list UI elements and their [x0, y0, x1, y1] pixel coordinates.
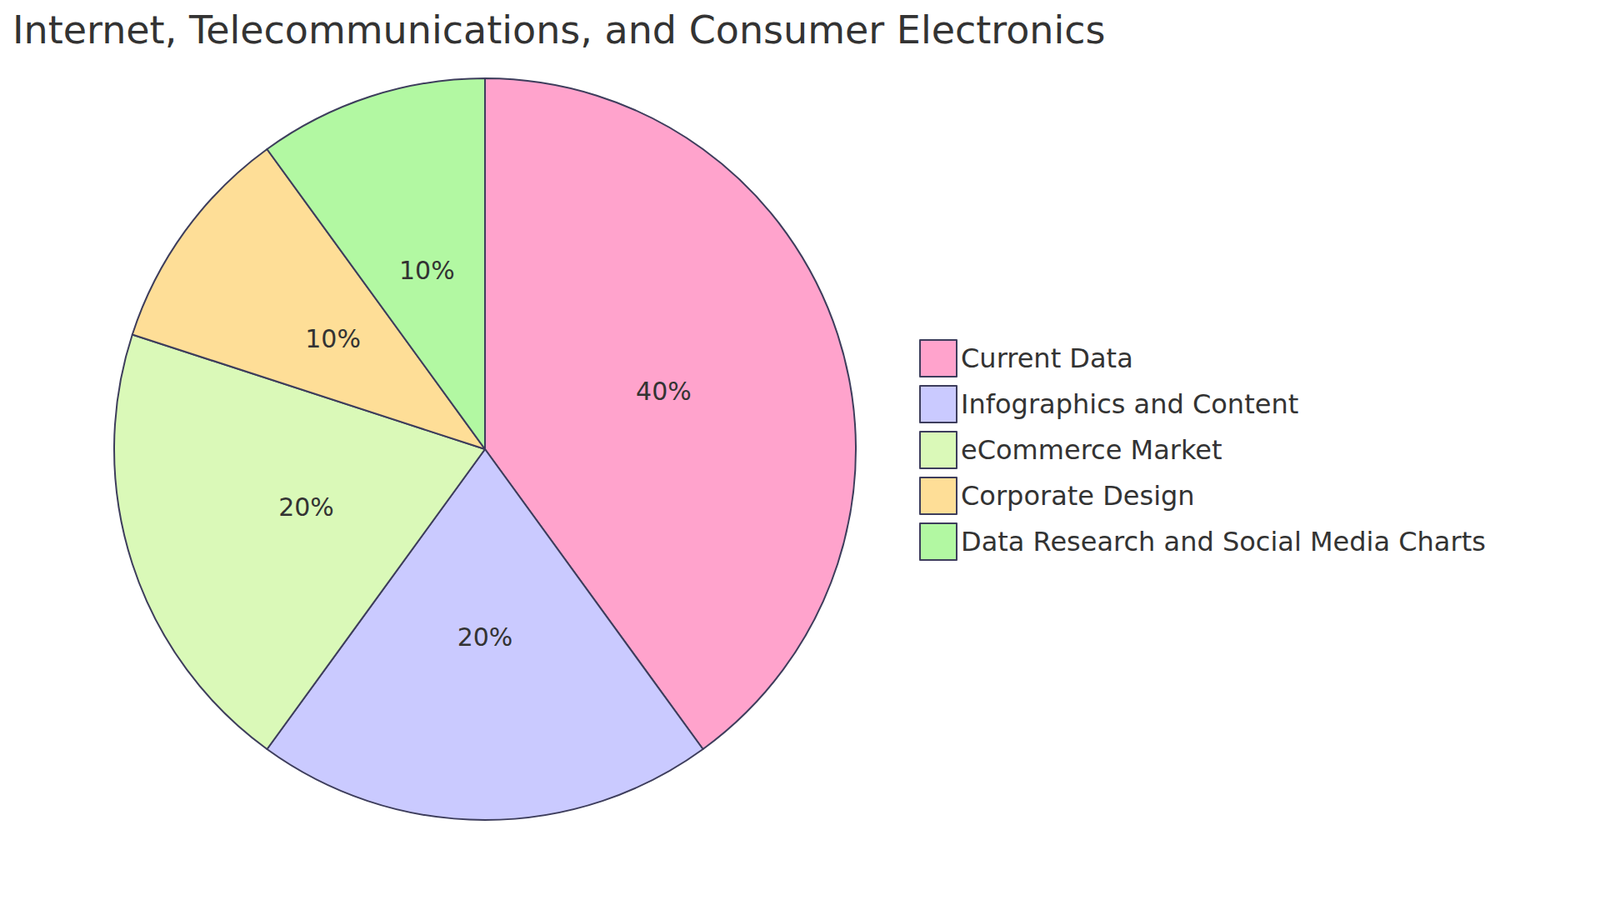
svg-text:Data Research and Social Media: Data Research and Social Media Charts [960, 525, 1486, 558]
svg-text:Current Data: Current Data [960, 342, 1134, 375]
svg-text:Internet, Telecommunications,: Internet, Telecommunications, and Consum… [12, 7, 1106, 53]
svg-text:Infographics and Content: Infographics and Content [960, 388, 1299, 420]
svg-text:40%: 40% [635, 376, 692, 406]
svg-text:10%: 10% [305, 324, 361, 354]
svg-text:20%: 20% [457, 622, 514, 652]
svg-text:Corporate Design: Corporate Design [960, 480, 1195, 512]
svg-text:10%: 10% [399, 255, 455, 285]
svg-text:20%: 20% [278, 492, 335, 522]
svg-text:eCommerce Market: eCommerce Market [960, 434, 1223, 466]
